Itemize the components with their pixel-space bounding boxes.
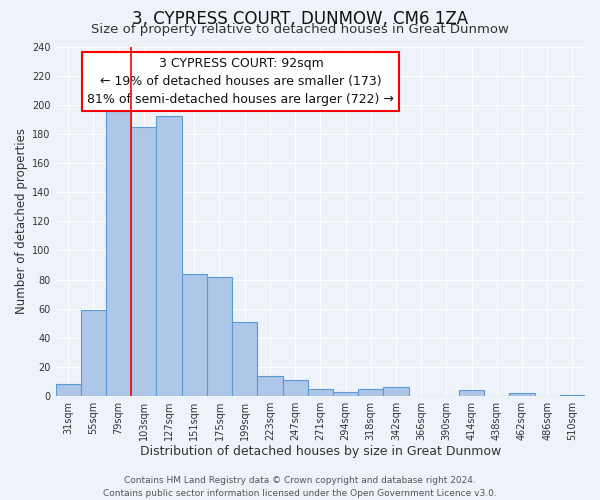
Y-axis label: Number of detached properties: Number of detached properties [15, 128, 28, 314]
Text: Contains HM Land Registry data © Crown copyright and database right 2024.
Contai: Contains HM Land Registry data © Crown c… [103, 476, 497, 498]
X-axis label: Distribution of detached houses by size in Great Dunmow: Distribution of detached houses by size … [140, 444, 501, 458]
Bar [106, 104, 131, 396]
Bar [283, 380, 308, 396]
Bar [232, 322, 257, 396]
Bar [257, 376, 283, 396]
Bar [182, 274, 207, 396]
Text: 3 CYPRESS COURT: 92sqm
← 19% of detached houses are smaller (173)
81% of semi-de: 3 CYPRESS COURT: 92sqm ← 19% of detached… [88, 57, 394, 106]
Bar [333, 392, 358, 396]
Bar [509, 393, 535, 396]
Bar [157, 116, 182, 396]
Bar [131, 126, 157, 396]
Bar [56, 384, 81, 396]
Text: 3, CYPRESS COURT, DUNMOW, CM6 1ZA: 3, CYPRESS COURT, DUNMOW, CM6 1ZA [132, 10, 468, 28]
Bar [207, 276, 232, 396]
Bar [560, 394, 585, 396]
Bar [308, 389, 333, 396]
Bar [383, 388, 409, 396]
Bar [459, 390, 484, 396]
Bar [358, 389, 383, 396]
Bar [81, 310, 106, 396]
Text: Size of property relative to detached houses in Great Dunmow: Size of property relative to detached ho… [91, 22, 509, 36]
